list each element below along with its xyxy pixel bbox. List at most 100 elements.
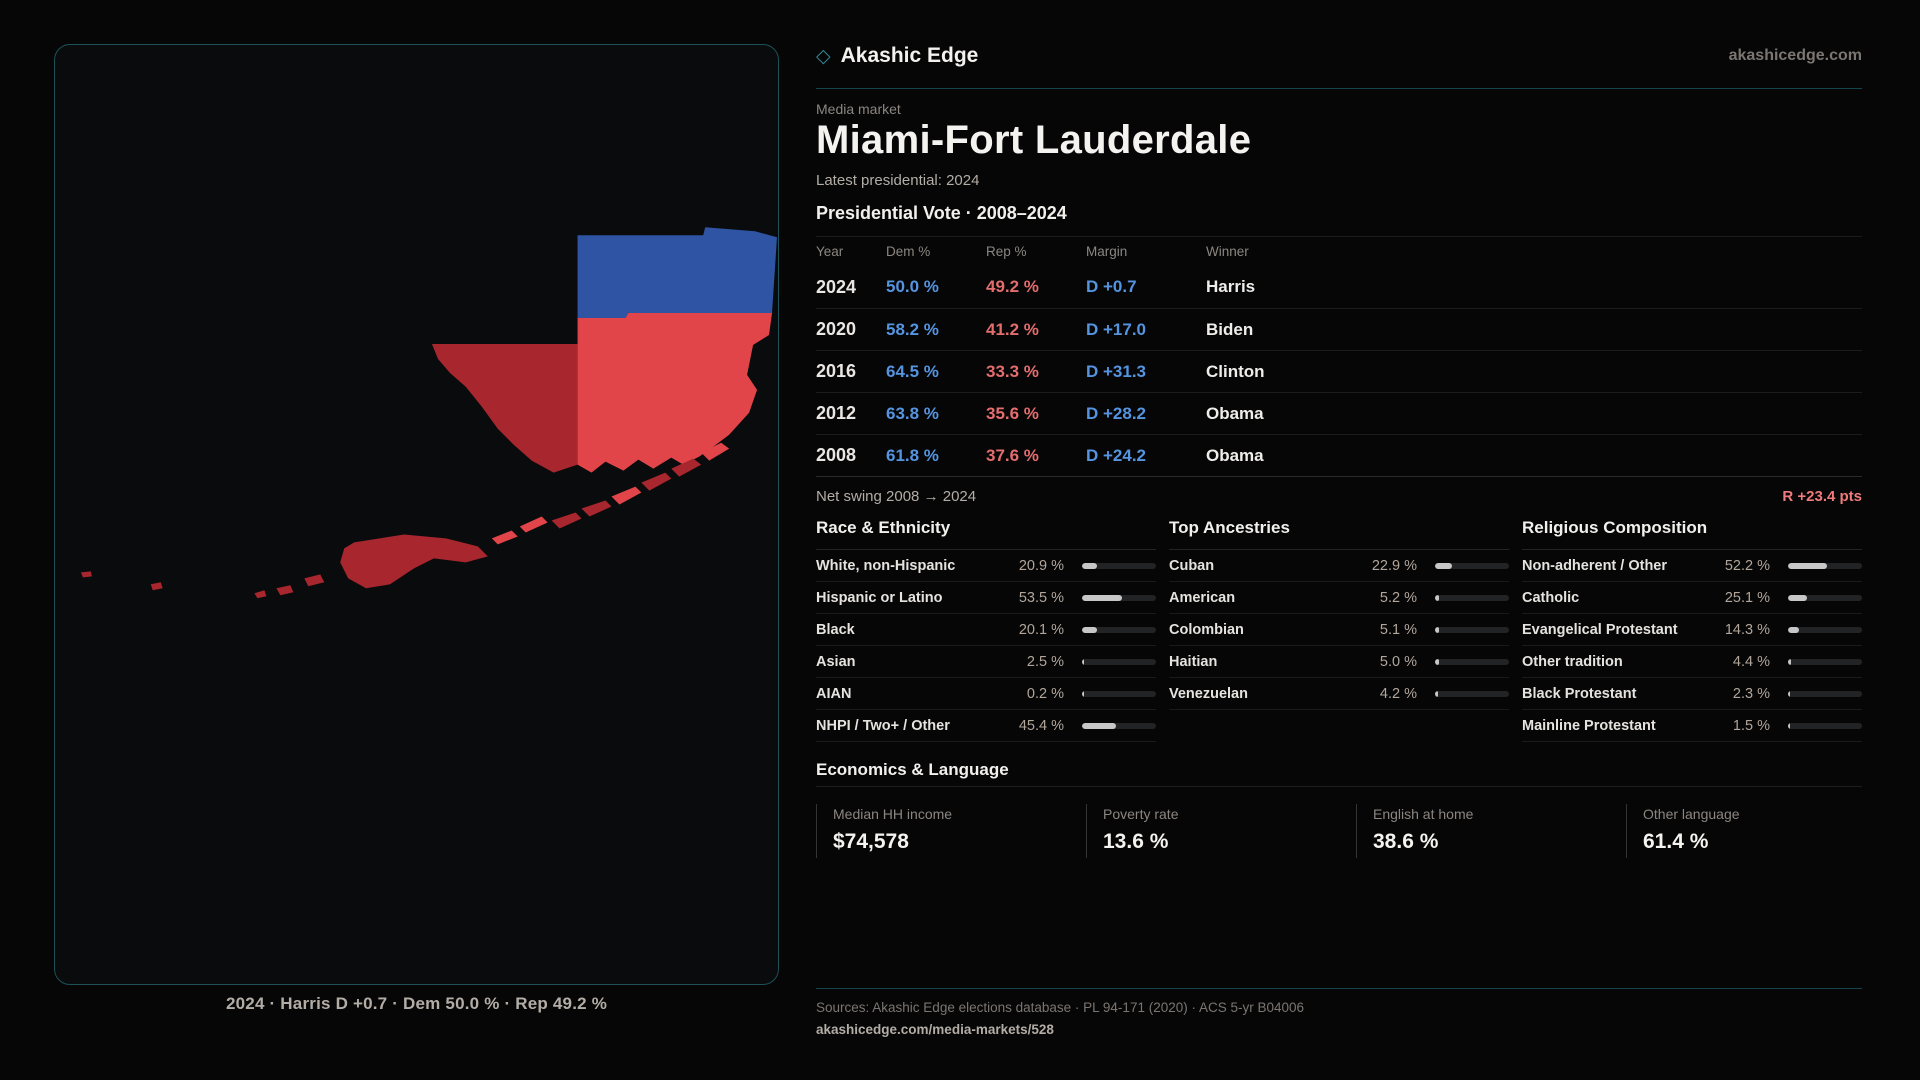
header-divider bbox=[816, 88, 1862, 89]
demographic-column-title: Top Ancestries bbox=[1169, 518, 1509, 550]
table-row: 2012 63.8 % 35.6 % D +28.2 Obama bbox=[816, 392, 1862, 434]
kicker-label: Media market bbox=[816, 101, 901, 117]
cell-year: 2020 bbox=[816, 319, 857, 339]
demographic-value: 52.2 % bbox=[1724, 557, 1770, 574]
cell-winner: Harris bbox=[1206, 277, 1256, 296]
demographics-section: Race & Ethnicity White, non-Hispanic 20.9 … bbox=[816, 518, 1862, 742]
list-item: Mainline Protestant 1.5 % bbox=[1522, 710, 1862, 742]
demographic-label: Black bbox=[816, 621, 855, 638]
stat-label: English at home bbox=[1373, 806, 1474, 822]
demographic-bar-fill bbox=[1435, 690, 1439, 697]
demographic-label: Evangelical Protestant bbox=[1522, 621, 1678, 638]
demographic-bar bbox=[1788, 658, 1862, 665]
demographic-bar bbox=[1082, 722, 1156, 729]
demographic-bar bbox=[1435, 658, 1509, 665]
list-item: Hispanic or Latino 53.5 % bbox=[816, 582, 1156, 614]
demographic-bar bbox=[1082, 626, 1156, 633]
demographic-value: 22.9 % bbox=[1371, 557, 1417, 574]
demographic-value: 2.5 % bbox=[1026, 653, 1064, 670]
demographic-bar-fill bbox=[1788, 722, 1790, 729]
vote-table-header-row: Year Dem % Rep % Margin Winner bbox=[816, 236, 1862, 266]
brand-diamond-icon: ◇ bbox=[816, 45, 831, 67]
demographic-column-title: Religious Composition bbox=[1522, 518, 1862, 550]
list-item: Haitian 5.0 % bbox=[1169, 646, 1509, 678]
cell-rep-pct: 33.3 % bbox=[986, 361, 1039, 381]
demographic-bar-fill bbox=[1435, 658, 1439, 665]
demographic-bar-fill bbox=[1788, 690, 1790, 697]
demographic-value: 20.1 % bbox=[1018, 621, 1064, 638]
cell-dem-pct: 61.8 % bbox=[886, 445, 939, 465]
permalink[interactable]: akashicedge.com/media-markets/528 bbox=[816, 1022, 1054, 1037]
cell-winner: Obama bbox=[1206, 403, 1264, 423]
list-item: White, non-Hispanic 20.9 % bbox=[816, 550, 1156, 582]
list-item: Cuban 22.9 % bbox=[1169, 550, 1509, 582]
demographic-value: 0.2 % bbox=[1026, 685, 1064, 702]
latest-presidential-label: Latest presidential: 2024 bbox=[816, 172, 980, 189]
demographic-value: 45.4 % bbox=[1018, 717, 1064, 734]
list-item: Colombian 5.1 % bbox=[1169, 614, 1509, 646]
brand-header: ◇ Akashic Edge akashicedge.com bbox=[816, 44, 1862, 68]
demographic-bar-fill bbox=[1435, 626, 1439, 633]
stat-value: 38.6 % bbox=[1373, 830, 1439, 853]
list-item: Asian 2.5 % bbox=[816, 646, 1156, 678]
demographic-bar-fill bbox=[1082, 626, 1097, 633]
demographic-column: Religious Composition Non-adherent / Othe… bbox=[1522, 518, 1862, 742]
stat-card: Median HH income $74,578 bbox=[816, 804, 1086, 858]
demographic-bar-fill bbox=[1788, 626, 1799, 633]
cell-winner: Biden bbox=[1206, 319, 1254, 339]
demographic-column-title: Race & Ethnicity bbox=[816, 518, 1156, 550]
demographic-bar-fill bbox=[1788, 594, 1807, 601]
demographic-bar-fill bbox=[1788, 562, 1827, 569]
media-market-map-icon: .mp-blue{fill:var(--map-blue);} .mp-red{… bbox=[80, 227, 778, 599]
site-link[interactable]: akashicedge.com bbox=[1728, 47, 1862, 64]
list-item: NHPI / Two+ / Other 45.4 % bbox=[816, 710, 1156, 742]
demographic-bar-fill bbox=[1435, 562, 1452, 569]
map-panel: .mp-blue{fill:var(--map-blue);} .mp-red{… bbox=[54, 44, 779, 985]
demographic-bar bbox=[1788, 690, 1862, 697]
demographic-bar bbox=[1788, 722, 1862, 729]
stat-label: Poverty rate bbox=[1103, 806, 1179, 822]
demographic-bar bbox=[1082, 690, 1156, 697]
demographic-label: American bbox=[1169, 589, 1236, 606]
cell-margin: D +17.0 bbox=[1086, 319, 1147, 339]
map-caption: 2024 · Harris D +0.7 · Dem 50.0 % · Rep … bbox=[225, 994, 608, 1013]
demographic-bar-fill bbox=[1082, 722, 1116, 729]
demographic-bar-fill bbox=[1788, 658, 1792, 665]
map-region-rep bbox=[577, 313, 773, 473]
demographic-value: 5.2 % bbox=[1379, 589, 1417, 606]
demographic-label: Other tradition bbox=[1522, 653, 1623, 670]
cell-year: 2024 bbox=[816, 276, 857, 297]
cell-margin: D +24.2 bbox=[1086, 445, 1147, 465]
map-region-dem bbox=[577, 227, 778, 319]
demographic-value: 2.3 % bbox=[1732, 685, 1770, 702]
list-item: AIAN 0.2 % bbox=[816, 678, 1156, 710]
demographic-bar bbox=[1788, 626, 1862, 633]
net-swing-row: Net swing 2008 → 2024 R +23.4 pts bbox=[816, 488, 1862, 505]
stat-value: 61.4 % bbox=[1643, 830, 1709, 853]
page-title: Miami-Fort Lauderdale bbox=[816, 118, 1252, 162]
table-row: 2024 50.0 % 49.2 % D +0.7 Harris bbox=[816, 266, 1862, 308]
demographic-bar-fill bbox=[1082, 562, 1098, 569]
net-swing-label: Net swing 2008 → 2024 bbox=[816, 488, 977, 505]
demographic-label: Colombian bbox=[1169, 621, 1244, 638]
brand-name: Akashic Edge bbox=[840, 44, 979, 67]
content-column: ◇ Akashic Edge akashicedge.com Media mar… bbox=[816, 0, 1862, 1080]
demographic-bar bbox=[1788, 562, 1862, 569]
list-item: Non-adherent / Other 52.2 % bbox=[1522, 550, 1862, 582]
cell-year: 2012 bbox=[816, 403, 857, 423]
footer-divider bbox=[816, 988, 1862, 989]
column-header: Rep % bbox=[986, 244, 1027, 259]
demographic-value: 5.0 % bbox=[1379, 653, 1417, 670]
demographic-bar bbox=[1788, 594, 1862, 601]
demographic-bar bbox=[1082, 658, 1156, 665]
list-item: Venezuelan 4.2 % bbox=[1169, 678, 1509, 710]
stat-label: Other language bbox=[1643, 806, 1740, 822]
stat-card: Poverty rate 13.6 % bbox=[1086, 804, 1356, 858]
stat-card: English at home 38.6 % bbox=[1356, 804, 1626, 858]
cell-rep-pct: 49.2 % bbox=[986, 277, 1039, 296]
list-item: Other tradition 4.4 % bbox=[1522, 646, 1862, 678]
demographic-label: Hispanic or Latino bbox=[816, 589, 943, 606]
list-item: Catholic 25.1 % bbox=[1522, 582, 1862, 614]
economics-stats: Median HH income $74,578 Poverty rate 13.6 … bbox=[816, 804, 1862, 858]
demographic-label: White, non-Hispanic bbox=[816, 557, 956, 574]
